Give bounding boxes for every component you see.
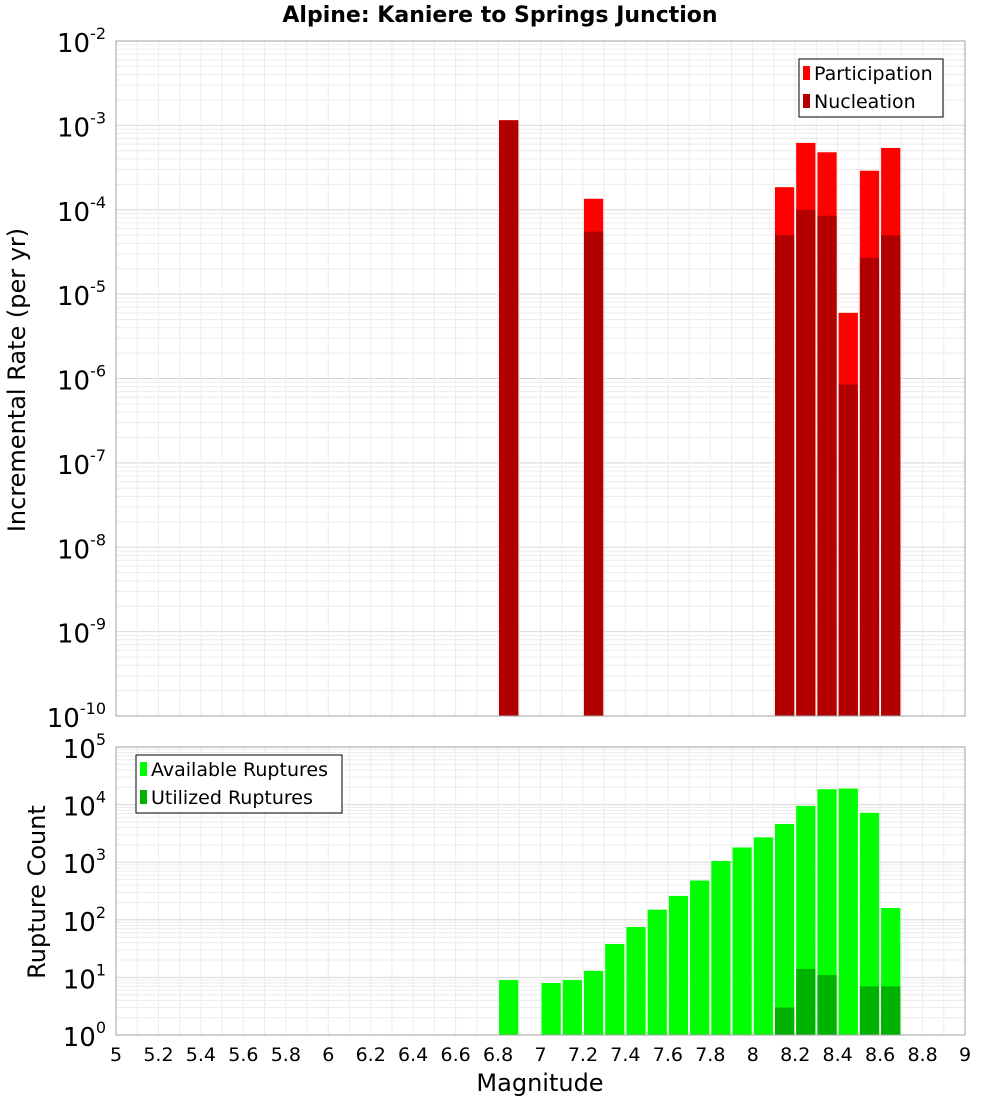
top-bar-nucleation	[774, 235, 795, 716]
top-bar-nucleation	[881, 235, 901, 716]
x-tick-label: 7.2	[568, 1044, 598, 1066]
top-bar-nucleation	[499, 120, 519, 717]
x-tick-label: 5.2	[143, 1044, 173, 1066]
x-tick-label: 7.8	[695, 1044, 725, 1066]
bottom-bar-available-ruptures	[774, 824, 795, 1035]
top-bar-nucleation	[817, 215, 837, 717]
x-tick-label: 8.4	[823, 1044, 853, 1066]
bottom-bar-available-ruptures	[499, 980, 519, 1035]
bottom-y-tick-label: 105	[63, 730, 106, 765]
x-tick-label: 8.6	[865, 1044, 895, 1066]
bottom-bar-available-ruptures	[541, 982, 561, 1035]
bottom-bar-available-ruptures	[583, 970, 604, 1035]
bottom-y-tick-label: 101	[63, 960, 106, 995]
top-y-tick-label: 10-2	[57, 24, 106, 59]
bottom-bar-available-ruptures	[859, 812, 880, 1035]
bottom-legend	[135, 754, 343, 814]
top-panel: 10-10 10-9 10-8 10-7 10-6 10-5 10-4 10-3 10-2 Par…	[47, 24, 966, 734]
top-legend-label: Participation	[814, 63, 933, 85]
x-tick-label: 5.8	[271, 1044, 301, 1066]
top-y-tick-label: 10-3	[57, 108, 106, 143]
x-tick-label: 8.2	[780, 1044, 810, 1066]
x-tick-label: 7	[534, 1044, 546, 1066]
x-tick-label: 7.4	[610, 1044, 640, 1066]
bottom-bar-utilized-ruptures	[817, 975, 837, 1035]
bottom-bar-available-ruptures	[626, 926, 646, 1035]
top-y-tick-label: 10-8	[57, 530, 106, 565]
bottom-legend-label: Available Ruptures	[151, 759, 328, 781]
x-tick-label: 6.6	[440, 1044, 470, 1066]
top-y-tick-label: 10-6	[57, 362, 106, 397]
bottom-bar-utilized-ruptures	[774, 1007, 795, 1035]
x-tick-label: 8.8	[907, 1044, 937, 1066]
x-tick-label: 6.4	[398, 1044, 428, 1066]
x-axis-label: Magnitude	[476, 1069, 603, 1097]
x-tick-label: 5.6	[228, 1044, 258, 1066]
bottom-bar-available-ruptures	[562, 980, 582, 1035]
top-plot-frame	[115, 40, 966, 717]
bottom-legend-swatch	[140, 790, 147, 804]
bottom-y-tick-label: 104	[63, 788, 106, 823]
bottom-bar-utilized-ruptures	[796, 968, 816, 1035]
top-y-tick-label: 10-5	[57, 277, 106, 312]
top-bar-nucleation	[796, 209, 816, 716]
top-legend-swatch	[803, 94, 810, 108]
bottom-bar-available-ruptures	[647, 909, 667, 1035]
bottom-y-axis-label: Rupture Count	[23, 805, 51, 979]
x-tick-label: 8	[747, 1044, 759, 1066]
bottom-y-tick-label: 100	[63, 1018, 106, 1053]
x-tick-label: 5.4	[186, 1044, 216, 1066]
top-y-tick-label: 10-7	[57, 446, 106, 481]
x-tick-label: 5	[110, 1044, 122, 1066]
top-y-tick-label: 10-9	[57, 615, 106, 650]
bottom-legend-swatch	[140, 762, 147, 776]
bottom-bar-available-ruptures	[838, 788, 858, 1035]
top-y-tick-label: 10-4	[57, 193, 106, 228]
top-legend	[798, 58, 944, 118]
bottom-y-tick-label: 102	[63, 903, 106, 938]
top-y-tick-label: 10-10	[47, 699, 106, 734]
bottom-bar-available-ruptures	[817, 789, 837, 1035]
bottom-bar-available-ruptures	[753, 837, 773, 1035]
top-legend-label: Nucleation	[814, 91, 916, 113]
bottom-plot-frame	[115, 746, 966, 1036]
bottom-bar-available-ruptures	[732, 847, 752, 1035]
x-tick-label: 7.6	[653, 1044, 683, 1066]
bottom-bar-available-ruptures	[668, 895, 689, 1035]
x-tick-label: 6.8	[483, 1044, 513, 1066]
chart-title: Alpine: Kaniere to Springs Junction	[282, 3, 717, 28]
bottom-legend-label: Utilized Ruptures	[151, 787, 313, 809]
x-tick-label: 6.2	[356, 1044, 386, 1066]
bottom-bar-utilized-ruptures	[859, 986, 880, 1035]
bottom-panel: 100 101 102 103 104 105 Available Ruptures Util…	[63, 730, 971, 1066]
top-bar-nucleation	[859, 257, 880, 716]
bottom-bar-utilized-ruptures	[881, 986, 901, 1035]
x-tick-label: 6	[322, 1044, 334, 1066]
bottom-bar-available-ruptures	[605, 944, 625, 1035]
top-bar-nucleation	[838, 384, 858, 716]
top-y-axis-label: Incremental Rate (per yr)	[3, 228, 31, 532]
top-bar-nucleation	[583, 231, 604, 716]
bottom-bar-available-ruptures	[690, 880, 710, 1035]
bottom-y-tick-label: 103	[63, 845, 106, 880]
bottom-bar-available-ruptures	[711, 860, 731, 1035]
x-tick-label: 9	[959, 1044, 971, 1066]
top-legend-swatch	[803, 66, 810, 80]
